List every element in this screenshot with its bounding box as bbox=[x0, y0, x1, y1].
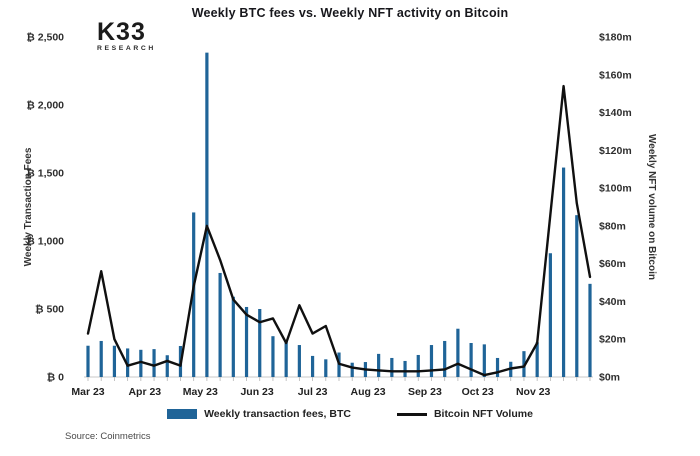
fee-bar bbox=[218, 272, 222, 377]
fee-bar bbox=[575, 215, 579, 377]
fee-bar bbox=[244, 306, 249, 377]
left-axis-tick-label: ₿ 0 bbox=[47, 372, 64, 384]
fee-bar bbox=[429, 345, 434, 377]
fee-bar bbox=[165, 355, 169, 377]
source-note: Source: Coinmetrics bbox=[65, 431, 151, 442]
fee-bar bbox=[377, 353, 381, 377]
left-axis-title: Weekly Transaction Fees bbox=[23, 147, 34, 266]
right-axis-tick-label: $80m bbox=[599, 220, 626, 232]
right-axis-tick-label: $40m bbox=[599, 296, 626, 308]
right-axis-tick-label: $120m bbox=[599, 145, 632, 157]
x-axis-month-label: Nov 23 bbox=[516, 386, 551, 398]
fee-bar bbox=[284, 340, 288, 377]
legend-item-fees: Weekly transaction fees, BTC bbox=[167, 408, 351, 420]
logo-text: K33 bbox=[97, 18, 146, 46]
fee-bar bbox=[482, 344, 486, 377]
fee-bar bbox=[548, 253, 552, 377]
fee-bar bbox=[112, 345, 117, 377]
right-axis-tick-label: $100m bbox=[599, 183, 632, 195]
left-axis-tick-label: ₿ 1,500 bbox=[26, 168, 64, 180]
fee-bar bbox=[495, 357, 500, 377]
right-axis-tick-label: $140m bbox=[599, 107, 632, 119]
fee-bar bbox=[297, 345, 301, 377]
right-axis-tick-label: $60m bbox=[599, 258, 626, 270]
k33-research-logo: K33 RESEARCH bbox=[97, 20, 156, 53]
fee-bar bbox=[271, 336, 275, 377]
right-axis-tick-label: $180m bbox=[599, 32, 632, 44]
fee-bar bbox=[192, 212, 196, 377]
x-axis-month-label: Mar 23 bbox=[71, 386, 104, 398]
left-axis-tick-label: ₿ 2,000 bbox=[26, 100, 64, 112]
fee-bar bbox=[231, 296, 235, 377]
legend-nft-volume-label: Bitcoin NFT Volume bbox=[433, 408, 533, 420]
x-axis-month-label: Jun 23 bbox=[240, 386, 273, 398]
fee-bar bbox=[324, 359, 328, 377]
fee-bar bbox=[469, 343, 473, 377]
x-axis-month-label: Sep 23 bbox=[408, 386, 442, 398]
right-axis-tick-label: $20m bbox=[599, 334, 626, 346]
left-axis-tick-label: ₿ 500 bbox=[35, 304, 64, 316]
fee-bar bbox=[535, 342, 539, 377]
fee-bar bbox=[258, 309, 262, 377]
fee-bar bbox=[99, 340, 103, 377]
x-axis-month-label: Aug 23 bbox=[351, 386, 386, 398]
fees-swatch-icon bbox=[167, 409, 198, 419]
x-axis-month-label: Oct 23 bbox=[462, 386, 494, 398]
fees-bars bbox=[86, 52, 592, 377]
nft-volume-swatch-icon bbox=[396, 412, 427, 416]
fee-bar bbox=[403, 360, 407, 377]
left-axis-tick-label: ₿ 2,500 bbox=[26, 32, 64, 44]
fee-bar bbox=[310, 355, 315, 377]
right-axis-title: Weekly NFT volume on Bitcoin bbox=[646, 134, 657, 280]
logo-subtext: RESEARCH bbox=[97, 45, 156, 52]
right-axis-tick-label: $0m bbox=[599, 372, 620, 384]
legend-fees-label: Weekly transaction fees, BTC bbox=[204, 408, 351, 420]
fee-bar bbox=[443, 340, 447, 377]
fee-bar bbox=[139, 349, 143, 377]
x-axis-month-label: May 23 bbox=[183, 386, 218, 398]
fee-bar bbox=[416, 354, 420, 377]
chart-legend: Weekly transaction fees, BTC Bitcoin NFT… bbox=[0, 408, 700, 420]
chart-title: Weekly BTC fees vs. Weekly NFT activity … bbox=[191, 6, 509, 20]
fee-bar bbox=[456, 328, 460, 377]
x-axis-month-label: Apr 23 bbox=[128, 386, 161, 398]
left-axis-tick-label: ₿ 1,000 bbox=[26, 236, 64, 248]
fee-bar bbox=[350, 362, 354, 377]
fee-bar bbox=[561, 167, 566, 377]
nft-volume-line bbox=[86, 84, 592, 377]
fee-bar bbox=[86, 345, 90, 377]
fee-bar bbox=[152, 349, 156, 377]
fee-bar bbox=[522, 351, 526, 377]
fee-bar bbox=[126, 348, 130, 377]
fee-bar bbox=[588, 283, 592, 377]
legend-item-nft-volume: Bitcoin NFT Volume bbox=[396, 408, 533, 420]
fee-bar bbox=[205, 52, 209, 377]
x-axis-month-label: Jul 23 bbox=[298, 386, 328, 398]
fee-bar bbox=[390, 357, 394, 377]
right-axis-tick-label: $160m bbox=[599, 69, 632, 81]
